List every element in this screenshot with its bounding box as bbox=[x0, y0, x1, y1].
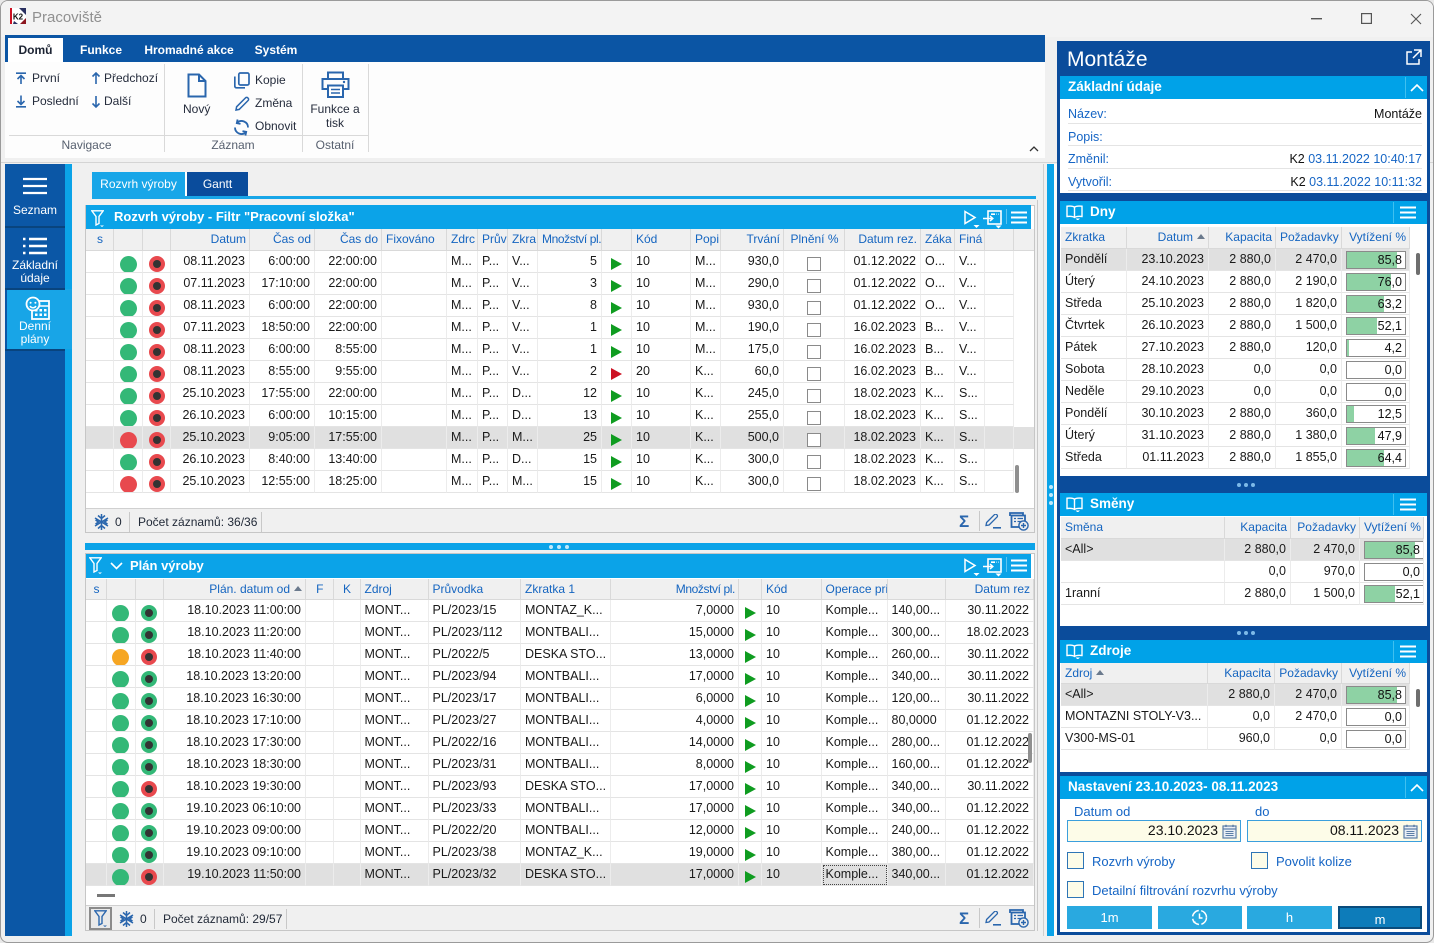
svg-text:K2: K2 bbox=[13, 13, 24, 22]
